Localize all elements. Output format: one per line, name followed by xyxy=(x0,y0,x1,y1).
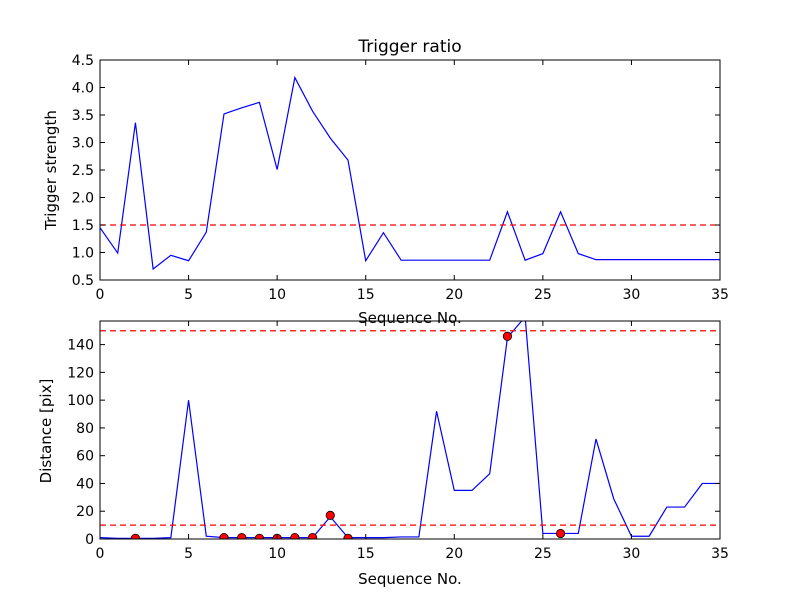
plot-area: 0 5 10 15 20 25 30 35 0 20 40 60 80 100 120 140 xyxy=(67,320,729,562)
x-axis-label: Sequence No. xyxy=(358,570,462,588)
y-tick-label: 4.5 xyxy=(72,53,94,69)
y-tick-label: 0.5 xyxy=(72,273,94,289)
y-axis-label: Trigger strength xyxy=(42,110,60,231)
data-marker xyxy=(130,533,141,539)
axes-frame xyxy=(99,320,721,540)
x-tick-label: 25 xyxy=(534,287,552,303)
y-tick-label: 4.0 xyxy=(72,81,94,97)
y-tick-label: 2.0 xyxy=(72,191,94,207)
series-line xyxy=(100,75,720,271)
x-tick-label: 20 xyxy=(445,546,463,562)
x-tick-label: 5 xyxy=(184,546,193,562)
data-marker xyxy=(254,533,265,539)
x-tick-label: 10 xyxy=(268,546,286,562)
y-tick-label: 1.5 xyxy=(72,218,94,234)
x-tick-label: 5 xyxy=(184,287,193,303)
data-layer xyxy=(100,75,720,271)
y-tick-label: 20 xyxy=(76,504,94,520)
data-marker xyxy=(237,533,247,539)
trigger-ratio-chart: Trigger ratio 0 5 10 15 20 25 30 35 0.5 1.0 1.5 2.0… xyxy=(42,37,729,327)
x-axis-label: Sequence No. xyxy=(358,309,462,327)
data-marker xyxy=(307,533,318,539)
data-marker xyxy=(290,533,300,539)
data-marker xyxy=(343,533,353,539)
data-marker xyxy=(325,510,335,520)
data-marker xyxy=(219,533,229,539)
y-tick-label: 140 xyxy=(67,338,94,354)
y-tick-label: 100 xyxy=(67,393,94,409)
y-tick-label: 60 xyxy=(76,449,94,465)
y-tick-label: 3.0 xyxy=(72,136,94,152)
x-tick-label: 15 xyxy=(357,546,375,562)
y-tick-label: 40 xyxy=(76,476,94,492)
x-tick-label: 15 xyxy=(357,287,375,303)
distance-chart: 0 5 10 15 20 25 30 35 0 20 40 60 80 100 120 140 Sequenc… xyxy=(37,320,729,588)
plot-area: 0 5 10 15 20 25 30 35 0.5 1.0 1.5 2.0 2.5 3.0 3.5 4.0 4.… xyxy=(72,53,729,303)
x-tick-label: 35 xyxy=(711,546,729,562)
chart-title: Trigger ratio xyxy=(357,37,461,57)
x-tick-label: 30 xyxy=(623,287,641,303)
x-tick-label: 30 xyxy=(623,546,641,562)
x-tick-label: 0 xyxy=(96,287,105,303)
data-marker xyxy=(555,528,566,539)
y-tick-label: 2.5 xyxy=(72,163,94,179)
y-tick-label: 120 xyxy=(67,365,94,381)
data-marker xyxy=(502,331,513,341)
y-tick-label: 3.5 xyxy=(72,108,94,124)
y-tick-label: 80 xyxy=(76,421,94,437)
series-line xyxy=(100,321,720,539)
y-axis-label: Distance [pix] xyxy=(37,379,55,484)
x-tick-label: 10 xyxy=(268,287,286,303)
x-tick-label: 25 xyxy=(534,546,552,562)
x-tick-label: 20 xyxy=(445,287,463,303)
x-tick-label: 35 xyxy=(711,287,729,303)
x-tick-label: 0 xyxy=(96,546,105,562)
y-tick-label: 0 xyxy=(85,532,94,548)
y-tick-label: 1.0 xyxy=(72,246,94,262)
data-layer xyxy=(100,321,720,539)
